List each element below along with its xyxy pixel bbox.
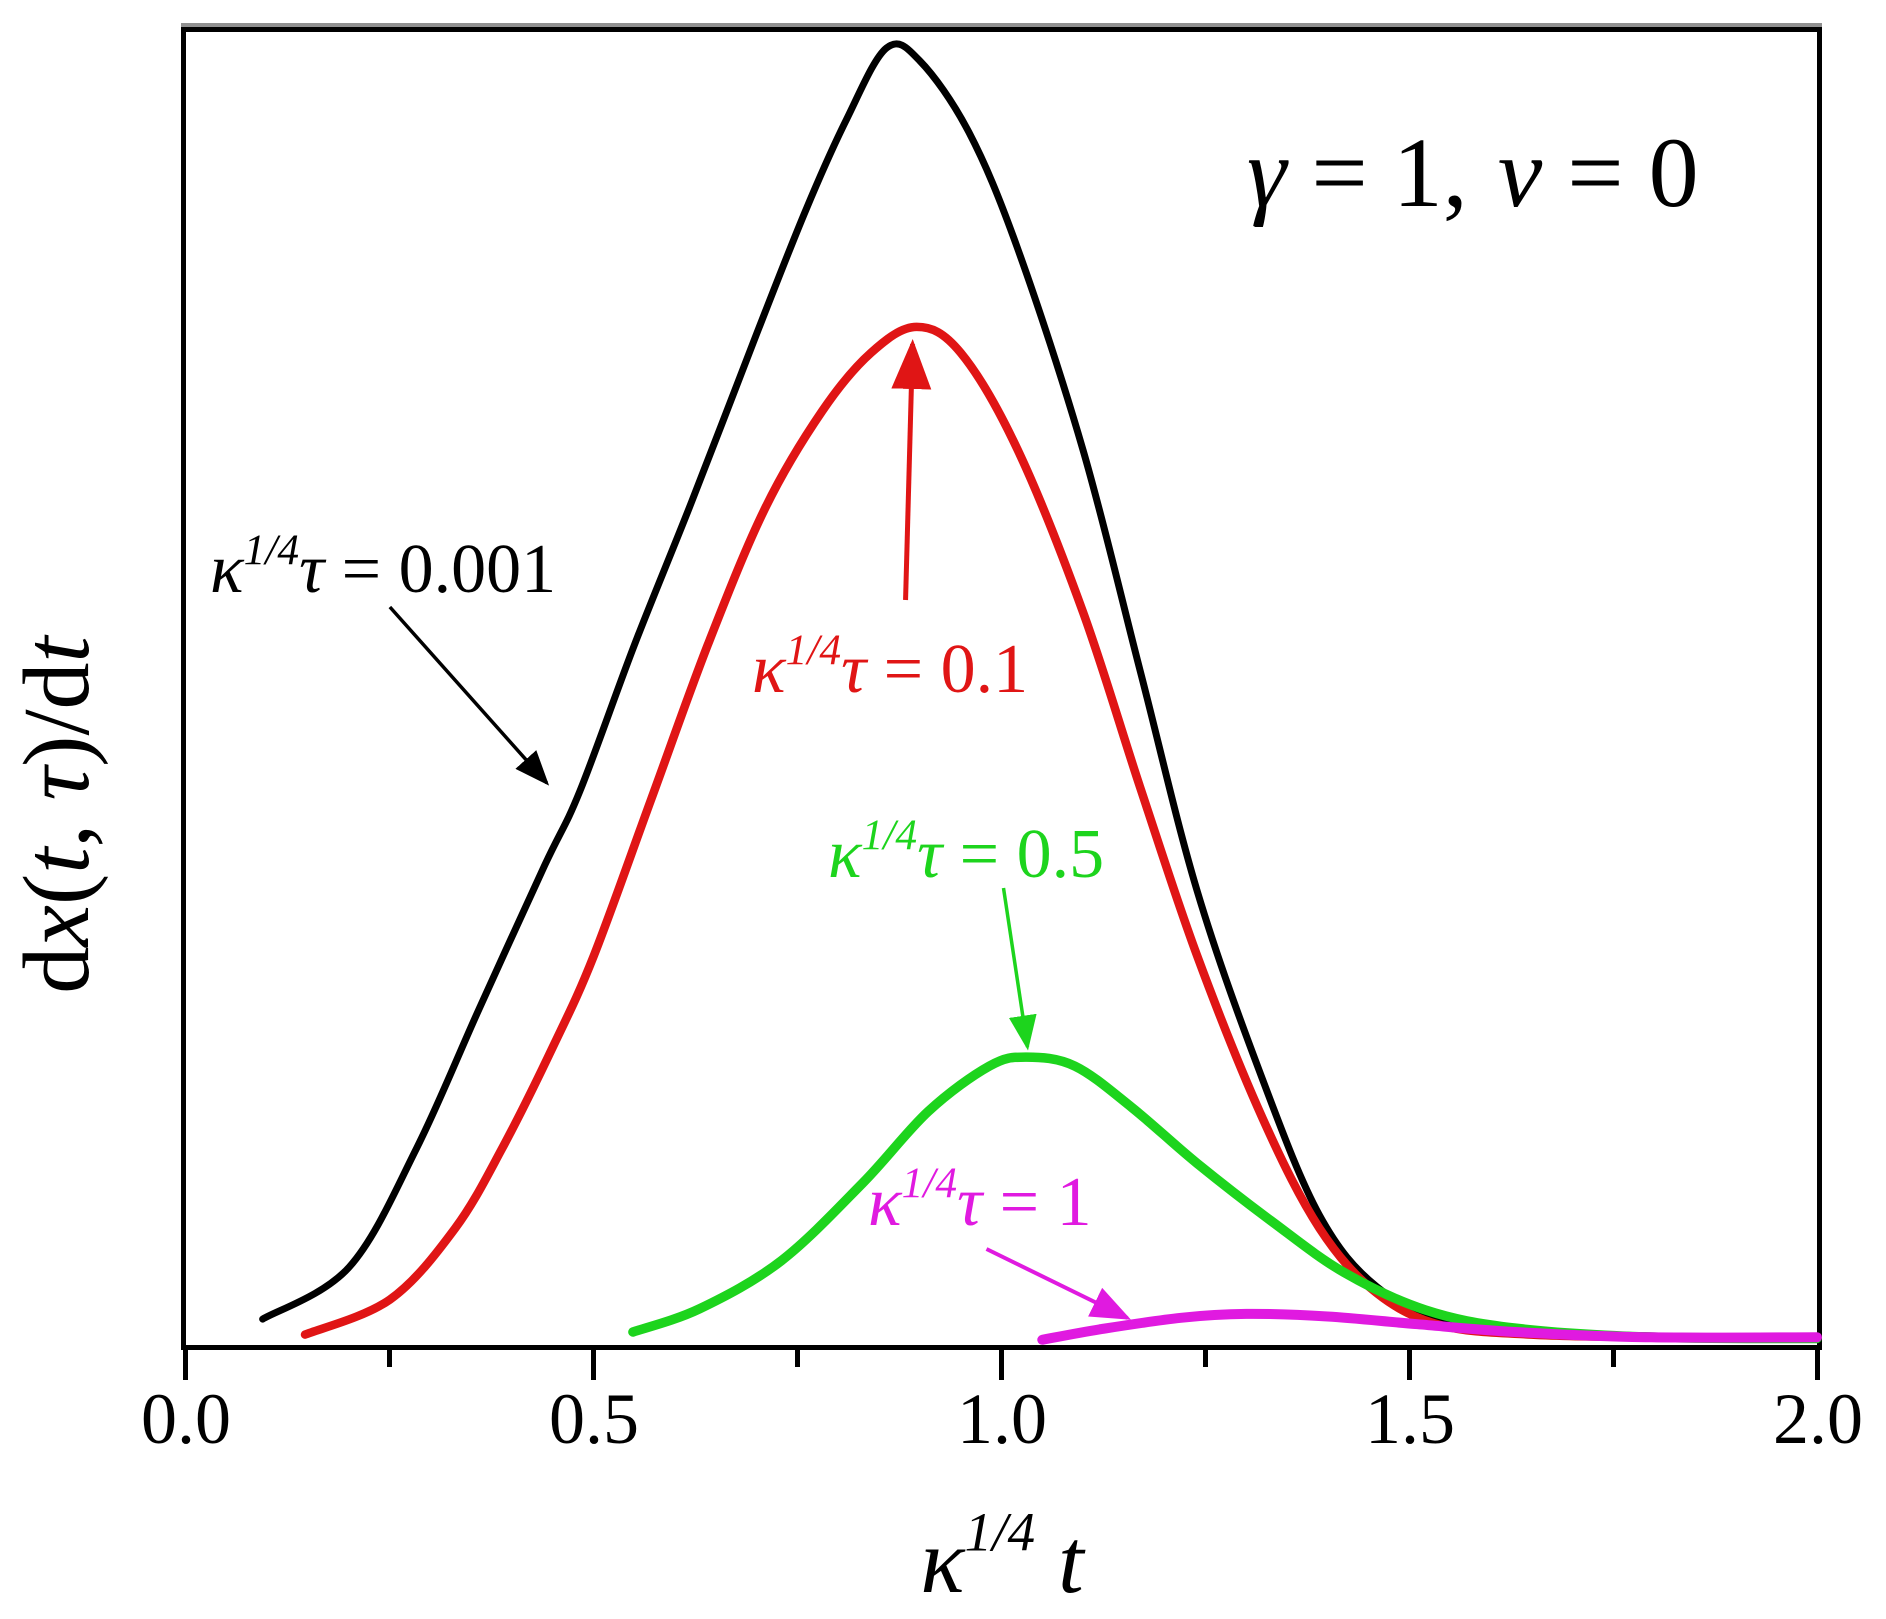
- annotation-arrow-tau-01: [891, 339, 932, 601]
- plot-area: κ1/4τ = 0.001 κ1/4τ = 0.1 κ1/4τ = 0.5 κ1…: [181, 23, 1822, 1350]
- annotation-arrow-tau-05: [1001, 887, 1037, 1051]
- curve-tau-0001: [259, 40, 1821, 1341]
- x-tick-label-0.0: 0.0: [141, 1379, 231, 1459]
- tau-value: = 0.001: [324, 531, 557, 608]
- t-symbol: t: [1058, 1510, 1084, 1612]
- x-tick-1.0: [999, 1350, 1004, 1380]
- kappa-symbol: κ: [868, 1164, 902, 1241]
- curve-tau-1: [1037, 1308, 1822, 1345]
- x-tick-label-1.0: 1.0: [957, 1379, 1047, 1459]
- parameters-annotation: γ = 1, ν = 0: [1247, 123, 1699, 223]
- y-label-comma: ,: [5, 800, 109, 848]
- tau-symbol: τ: [957, 1164, 983, 1241]
- gamma-symbol: γ: [1247, 117, 1287, 228]
- annotation-arrow-tau-0001: [388, 605, 550, 786]
- exponent: 1/4: [243, 525, 300, 574]
- y-label-t2: t: [5, 636, 109, 663]
- nu-symbol: ν: [1497, 117, 1543, 228]
- y-label-d2: d: [5, 662, 109, 710]
- kappa-symbol: κ: [210, 531, 244, 608]
- y-label-close: )/: [5, 709, 109, 767]
- kappa-symbol: κ: [752, 631, 786, 708]
- tau-symbol: τ: [917, 816, 943, 893]
- tau-value: = 1: [982, 1164, 1092, 1241]
- tau-value: = 0.5: [942, 816, 1105, 893]
- curve-tau-05: [628, 1052, 1822, 1344]
- x-tick-0.5: [591, 1350, 596, 1380]
- exponent: 1/4: [785, 625, 842, 674]
- curve-label-tau-01: κ1/4τ = 0.1: [752, 628, 1028, 705]
- exponent: 1/4: [861, 810, 918, 859]
- exponent: 1/4: [964, 1501, 1036, 1563]
- x-minor-tick-0.75: [795, 1350, 800, 1367]
- y-label-x: x: [5, 904, 109, 947]
- annotation-arrow-tau-1: [985, 1247, 1132, 1320]
- x-tick-label-0.5: 0.5: [549, 1379, 639, 1459]
- x-tick-0.0: [183, 1350, 188, 1380]
- x-minor-tick-1.75: [1611, 1350, 1616, 1367]
- y-label-tau: τ: [5, 766, 109, 801]
- x-minor-tick-1.25: [1203, 1350, 1208, 1367]
- y-axis-label: dx(t, τ)/dt: [5, 636, 109, 993]
- nu-value: = 0: [1542, 117, 1699, 228]
- exponent: 1/4: [901, 1158, 958, 1207]
- x-tick-2.0: [1815, 1350, 1820, 1380]
- kappa-symbol: κ: [920, 1510, 965, 1612]
- tau-symbol: τ: [841, 631, 867, 708]
- tau-value: = 0.1: [866, 631, 1029, 708]
- gamma-value: = 1,: [1286, 117, 1468, 228]
- y-label-t1: t: [5, 847, 109, 874]
- curve-label-tau-1: κ1/4τ = 1: [868, 1161, 1092, 1238]
- curves-svg: [259, 40, 1822, 1345]
- x-minor-tick-0.25: [387, 1350, 392, 1367]
- x-axis-label: κ1/4 t: [920, 1505, 1083, 1607]
- kappa-symbol: κ: [828, 816, 862, 893]
- y-label-d1: d: [5, 946, 109, 994]
- y-label-open: (: [5, 873, 109, 905]
- x-tick-label-1.5: 1.5: [1365, 1379, 1455, 1459]
- curve-label-tau-05: κ1/4τ = 0.5: [828, 813, 1104, 890]
- curve-label-tau-0001: κ1/4τ = 0.001: [210, 528, 556, 605]
- tau-symbol: τ: [299, 531, 325, 608]
- x-tick-label-2.0: 2.0: [1773, 1379, 1863, 1459]
- x-tick-1.5: [1407, 1350, 1412, 1380]
